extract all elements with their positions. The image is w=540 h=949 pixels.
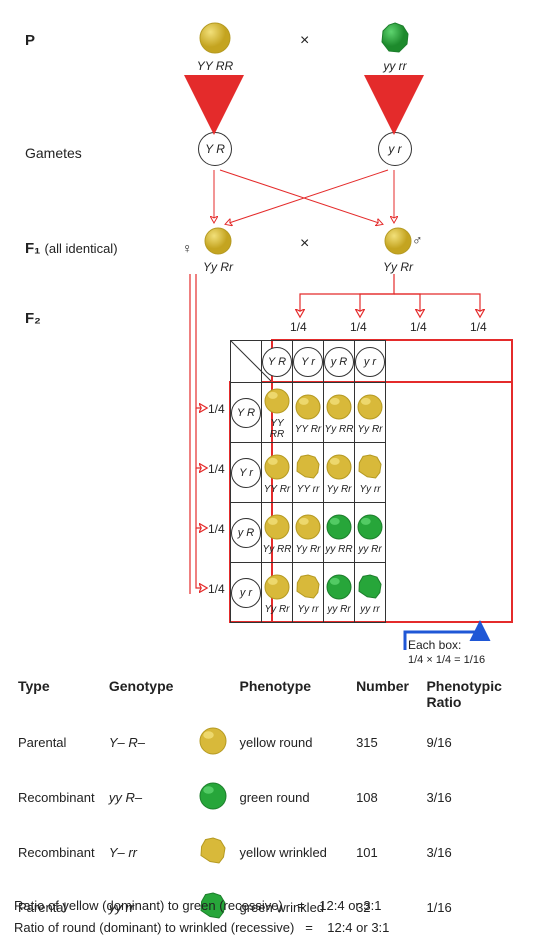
punnett-cell: Yy RR (262, 503, 293, 563)
results-header: Number (354, 674, 422, 714)
punnett-cell: yy rr (355, 563, 386, 623)
q-left-4: 1/4 (208, 582, 225, 596)
q-left-1: 1/4 (208, 402, 225, 416)
results-header: Genotype (107, 674, 194, 714)
results-header: Type (16, 674, 105, 714)
gamete-right: y r (378, 132, 412, 166)
punnett-cell: Yy Rr (293, 503, 324, 563)
male-symbol: ♂ (412, 232, 423, 248)
results-table: TypeGenotype PhenotypeNumberPhenotypicRat… (14, 672, 524, 936)
each-box-label: Each box: 1/4 × 1/4 = 1/16 (408, 638, 485, 666)
ratio-line-1: Ratio of yellow (dominant) to green (rec… (14, 898, 524, 913)
p-right: yy rr (375, 20, 415, 73)
punnett-cell: yy RR (324, 503, 355, 563)
cross-symbol-f1: × (300, 235, 309, 253)
results-row: Recombinant Y– rr yellow wrinkled 101 3/… (16, 826, 522, 879)
punnett-cell: Yy Rr (355, 383, 386, 443)
p-left: YY RR (195, 20, 235, 73)
q-top-3: 1/4 (410, 320, 427, 334)
gamete-left: Y R (198, 132, 232, 166)
punnett-cell: Yy rr (293, 563, 324, 623)
f1-left: Yy Rr (195, 225, 241, 274)
results-header: Phenotype (237, 674, 352, 714)
results-row: Recombinant yy R– green round 108 3/16 (16, 771, 522, 824)
q-left-2: 1/4 (208, 462, 225, 476)
q-top-4: 1/4 (470, 320, 487, 334)
dihybrid-diagram: P Gametes F₁ (all identical) F₂ YY RR × … (10, 10, 530, 690)
punnett-cell: Yy Rr (324, 443, 355, 503)
punnett-cell: yy Rr (324, 563, 355, 623)
punnett-cell: YY Rr (293, 383, 324, 443)
green-wrinkled-pea-icon (377, 20, 413, 56)
results-header (196, 674, 235, 714)
yellow-round-pea-icon (197, 20, 233, 56)
punnett-cell: Yy Rr (262, 563, 293, 623)
yellow-round-pea-icon (202, 225, 234, 257)
results-header: PhenotypicRatio (424, 674, 522, 714)
q-top-1: 1/4 (290, 320, 307, 334)
female-symbol: ♀ (182, 240, 193, 256)
cross-symbol-p: × (300, 32, 309, 50)
punnett-cell: YY Rr (262, 443, 293, 503)
punnett-cell: YY RR (262, 383, 293, 443)
ratio-line-2: Ratio of round (dominant) to wrinkled (r… (14, 920, 524, 935)
label-gametes: Gametes (25, 145, 82, 161)
punnett-cell: Yy rr (355, 443, 386, 503)
q-left-3: 1/4 (208, 522, 225, 536)
results-row: Parental Y– R– yellow round 315 9/16 (16, 716, 522, 769)
label-P: P (25, 32, 35, 49)
label-F2: F₂ (25, 310, 41, 327)
label-F1: F₁ (all identical) (25, 240, 118, 257)
q-top-2: 1/4 (350, 320, 367, 334)
punnett-cell: Yy RR (324, 383, 355, 443)
punnett-cell: YY rr (293, 443, 324, 503)
yellow-round-pea-icon (382, 225, 414, 257)
punnett-cell: yy Rr (355, 503, 386, 563)
